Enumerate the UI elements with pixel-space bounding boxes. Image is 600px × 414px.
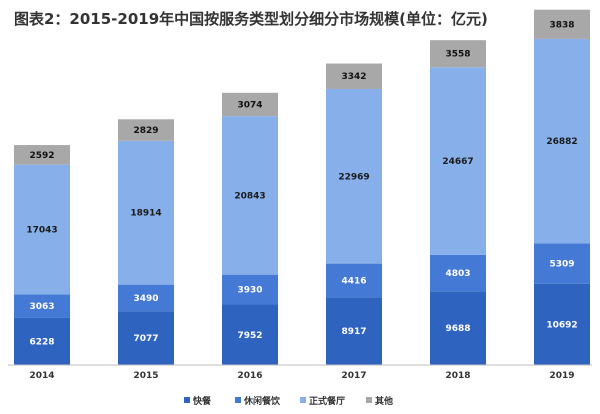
- data-label-2019-s0: 10692: [546, 320, 577, 330]
- data-label-2015-s2: 18914: [130, 209, 161, 219]
- bar-segment-2018-s0: [430, 291, 486, 365]
- bar-segment-2019-s3: [534, 9, 590, 39]
- x-tick-label-2018: 2018: [445, 371, 470, 381]
- bar-segment-2014-s1: [14, 294, 70, 318]
- bar-segment-2015-s1: [118, 284, 174, 312]
- bar-segment-2015-s3: [118, 119, 174, 141]
- bar-segment-2016-s2: [222, 116, 278, 275]
- data-label-2014-s3: 2592: [29, 151, 54, 161]
- data-label-2015-s3: 2829: [133, 126, 158, 136]
- bar-segment-2018-s2: [430, 67, 486, 255]
- bar-segment-2017-s0: [326, 297, 382, 365]
- data-label-2016-s0: 7952: [237, 331, 262, 341]
- data-label-2015-s1: 3490: [133, 294, 158, 304]
- legend-label-s3: 其他: [375, 395, 393, 407]
- bar-segment-2017-s3: [326, 63, 382, 89]
- data-label-2017-s0: 8917: [341, 327, 366, 337]
- bar-segment-2016-s3: [222, 92, 278, 117]
- bar-segment-2019-s2: [534, 38, 590, 244]
- bar-segment-2015-s0: [118, 311, 174, 365]
- bar-segment-2016-s0: [222, 304, 278, 365]
- bar-segment-2017-s2: [326, 88, 382, 264]
- data-label-2014-s1: 3063: [29, 302, 54, 312]
- bar-segment-2018-s1: [430, 254, 486, 292]
- legend-label-s0: 快餐: [193, 395, 212, 407]
- data-label-2018-s2: 24667: [442, 157, 473, 167]
- bar-segment-2019-s1: [534, 243, 590, 284]
- data-label-2015-s0: 7077: [133, 334, 158, 344]
- legend-swatch-s3: [366, 397, 372, 403]
- data-label-2018-s1: 4803: [445, 269, 470, 279]
- data-label-2014-s2: 17043: [26, 226, 57, 236]
- data-label-2014-s0: 6228: [29, 337, 54, 347]
- x-tick-labels: 2014 2015 2016 2017 2018 2019: [29, 371, 574, 381]
- data-label-2019-s3: 3838: [549, 20, 574, 30]
- x-tick-label-2015: 2015: [133, 371, 158, 381]
- bars-group: 6228 3063 17043 2592 7077 3490 18914 2829 7952 39…: [14, 9, 590, 365]
- data-label-2016-s1: 3930: [237, 286, 262, 296]
- legend-label-s2: 正式餐厅: [309, 395, 345, 407]
- legend-swatch-s0: [184, 397, 190, 403]
- legend-swatch-s2: [300, 397, 306, 403]
- legend-label-s1: 休闲餐饮: [243, 395, 281, 407]
- legend: 快餐 休闲餐饮 正式餐厅 其他: [184, 395, 393, 407]
- bar-segment-2014-s2: [14, 164, 70, 295]
- chart-title: 图表2：2015-2019年中国按服务类型划分细分市场规模(单位：亿元): [14, 10, 488, 28]
- bar-segment-2014-s0: [14, 317, 70, 365]
- data-label-2018-s0: 9688: [445, 324, 470, 334]
- bar-segment-2014-s3: [14, 145, 70, 165]
- data-label-2017-s1: 4416: [341, 276, 366, 286]
- legend-swatch-s1: [235, 397, 241, 403]
- bar-segment-2017-s1: [326, 263, 382, 298]
- data-label-2019-s2: 26882: [546, 137, 577, 147]
- data-label-2017-s2: 22969: [338, 172, 369, 182]
- bar-segment-2016-s1: [222, 274, 278, 305]
- data-label-2017-s3: 3342: [341, 72, 366, 82]
- x-tick-label-2016: 2016: [237, 371, 262, 381]
- data-label-2016-s3: 3074: [237, 100, 262, 110]
- bar-segment-2018-s3: [430, 40, 486, 68]
- x-tick-label-2014: 2014: [29, 371, 54, 381]
- x-tick-label-2017: 2017: [341, 371, 366, 381]
- bar-segment-2019-s0: [534, 283, 590, 365]
- data-label-2018-s3: 3558: [445, 50, 470, 60]
- bar-segment-2015-s2: [118, 140, 174, 285]
- data-label-2019-s1: 5309: [549, 260, 574, 270]
- x-tick-label-2019: 2019: [549, 371, 574, 381]
- data-label-2016-s2: 20843: [234, 191, 265, 201]
